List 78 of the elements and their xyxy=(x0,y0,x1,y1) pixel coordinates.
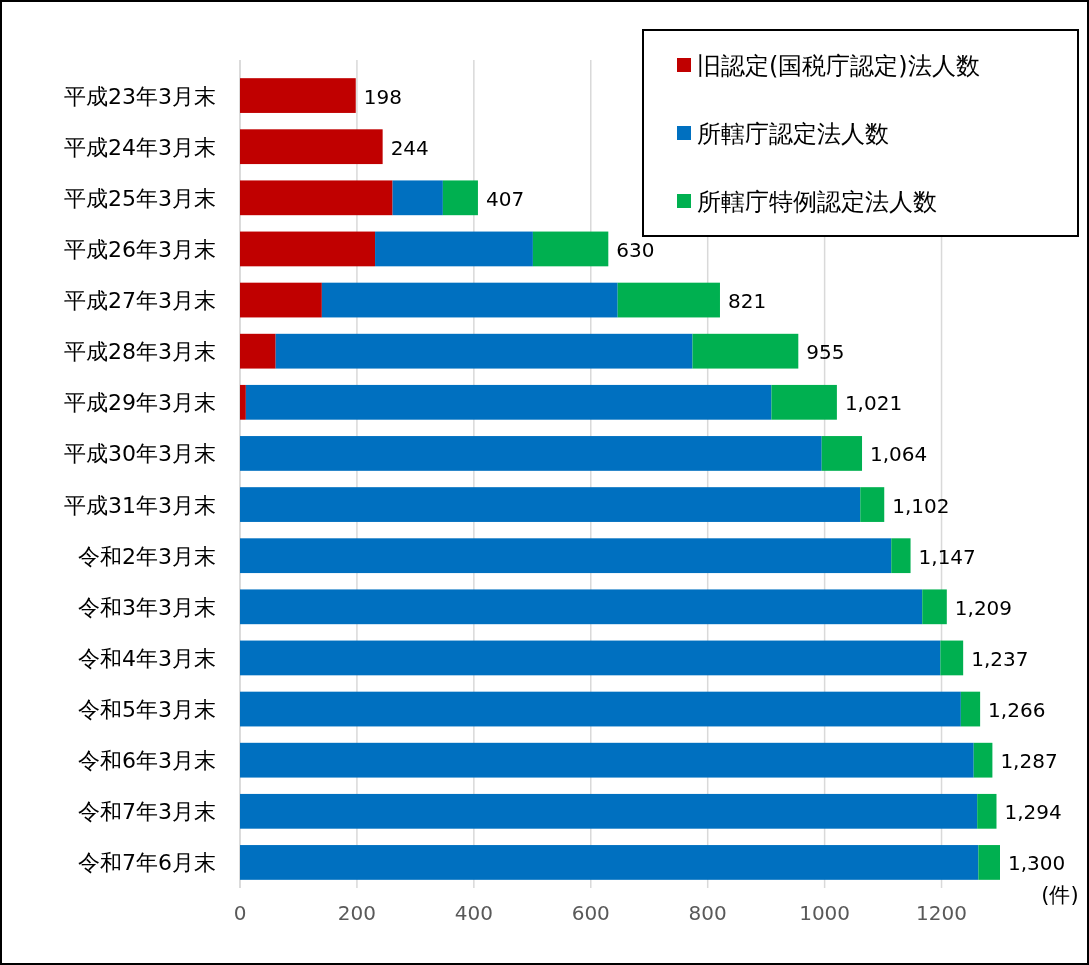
x-tick-label: 1000 xyxy=(799,901,851,925)
y-tick-label: 平成26年3月末 xyxy=(64,236,216,262)
bar xyxy=(977,793,997,829)
bar xyxy=(532,231,609,267)
bar xyxy=(240,589,923,625)
bar xyxy=(240,845,979,880)
total-label: 244 xyxy=(390,135,429,160)
total-label: 1,021 xyxy=(844,391,903,416)
total-label: 630 xyxy=(616,237,655,262)
bar xyxy=(240,333,276,369)
y-tick-label: 令和6年3月末 xyxy=(78,748,216,774)
y-tick-label: 令和7年3月末 xyxy=(78,799,216,825)
legend-label: 所轄庁認定法人数 xyxy=(697,120,889,148)
bar xyxy=(973,742,993,778)
bar xyxy=(240,691,961,727)
total-label: 821 xyxy=(727,289,767,314)
y-tick-label: 平成31年3月末 xyxy=(64,492,216,518)
total-label: 1,102 xyxy=(892,493,950,518)
total-label: 1,287 xyxy=(1000,749,1058,774)
bar xyxy=(978,845,1000,880)
y-tick-label: 令和4年3月末 xyxy=(78,645,216,671)
bar xyxy=(617,282,720,318)
x-tick-label: 400 xyxy=(454,901,493,925)
total-label: 1,300 xyxy=(1008,851,1066,876)
x-tick-label: 1200 xyxy=(916,901,967,925)
bar xyxy=(860,487,885,522)
y-tick-label: 令和7年6月末 xyxy=(78,850,216,876)
bar xyxy=(240,231,376,267)
total-label: 198 xyxy=(363,84,402,109)
total-label: 407 xyxy=(485,186,525,211)
y-tick-label: 平成24年3月末 xyxy=(64,134,216,160)
bar xyxy=(960,691,981,727)
bar xyxy=(321,282,618,318)
y-tick-label: 平成30年3月末 xyxy=(64,441,216,467)
y-tick-label: 令和2年3月末 xyxy=(78,543,216,569)
y-tick-label: 平成27年3月末 xyxy=(64,288,216,314)
total-label: 1,266 xyxy=(988,698,1046,723)
x-tick-label: 200 xyxy=(337,901,377,925)
y-tick-label: 平成28年3月末 xyxy=(64,339,216,365)
bar xyxy=(922,589,947,625)
bar xyxy=(240,436,822,471)
y-tick-label: 平成25年3月末 xyxy=(64,185,216,211)
bar xyxy=(771,384,837,420)
y-tick-label: 令和3年3月末 xyxy=(78,594,216,620)
x-tick-label: 800 xyxy=(688,901,727,925)
total-label: 1,209 xyxy=(954,595,1013,620)
bar xyxy=(240,487,861,522)
bar xyxy=(240,129,383,165)
bar xyxy=(240,640,941,676)
bar xyxy=(442,180,478,216)
bar xyxy=(940,640,964,676)
bar xyxy=(240,384,246,420)
bar xyxy=(240,793,978,829)
total-label: 955 xyxy=(806,340,845,365)
bar xyxy=(692,333,799,369)
bar xyxy=(240,78,356,113)
x-tick-label: 600 xyxy=(571,901,610,925)
total-label: 1,064 xyxy=(870,442,928,467)
bar xyxy=(392,180,443,216)
bar xyxy=(240,282,322,318)
bar xyxy=(275,333,693,369)
bar xyxy=(375,231,533,267)
bar xyxy=(891,538,911,574)
total-label: 1,294 xyxy=(1004,800,1062,825)
bar xyxy=(240,180,393,216)
legend-label: 旧認定(国税庁認定)法人数 xyxy=(697,52,980,80)
y-tick-label: 平成29年3月末 xyxy=(64,390,216,416)
y-tick-label: 令和5年3月末 xyxy=(78,697,216,723)
y-tick-label: 平成23年3月末 xyxy=(64,83,216,109)
bar xyxy=(240,538,892,574)
total-label: 1,237 xyxy=(971,646,1029,671)
legend-label: 所轄庁特例認定法人数 xyxy=(697,188,937,216)
bar xyxy=(245,384,772,420)
x-tick-label: 0 xyxy=(233,901,247,925)
bar xyxy=(821,436,863,471)
bar xyxy=(240,742,974,778)
total-label: 1,147 xyxy=(918,544,976,569)
text: (件) xyxy=(1041,883,1079,907)
